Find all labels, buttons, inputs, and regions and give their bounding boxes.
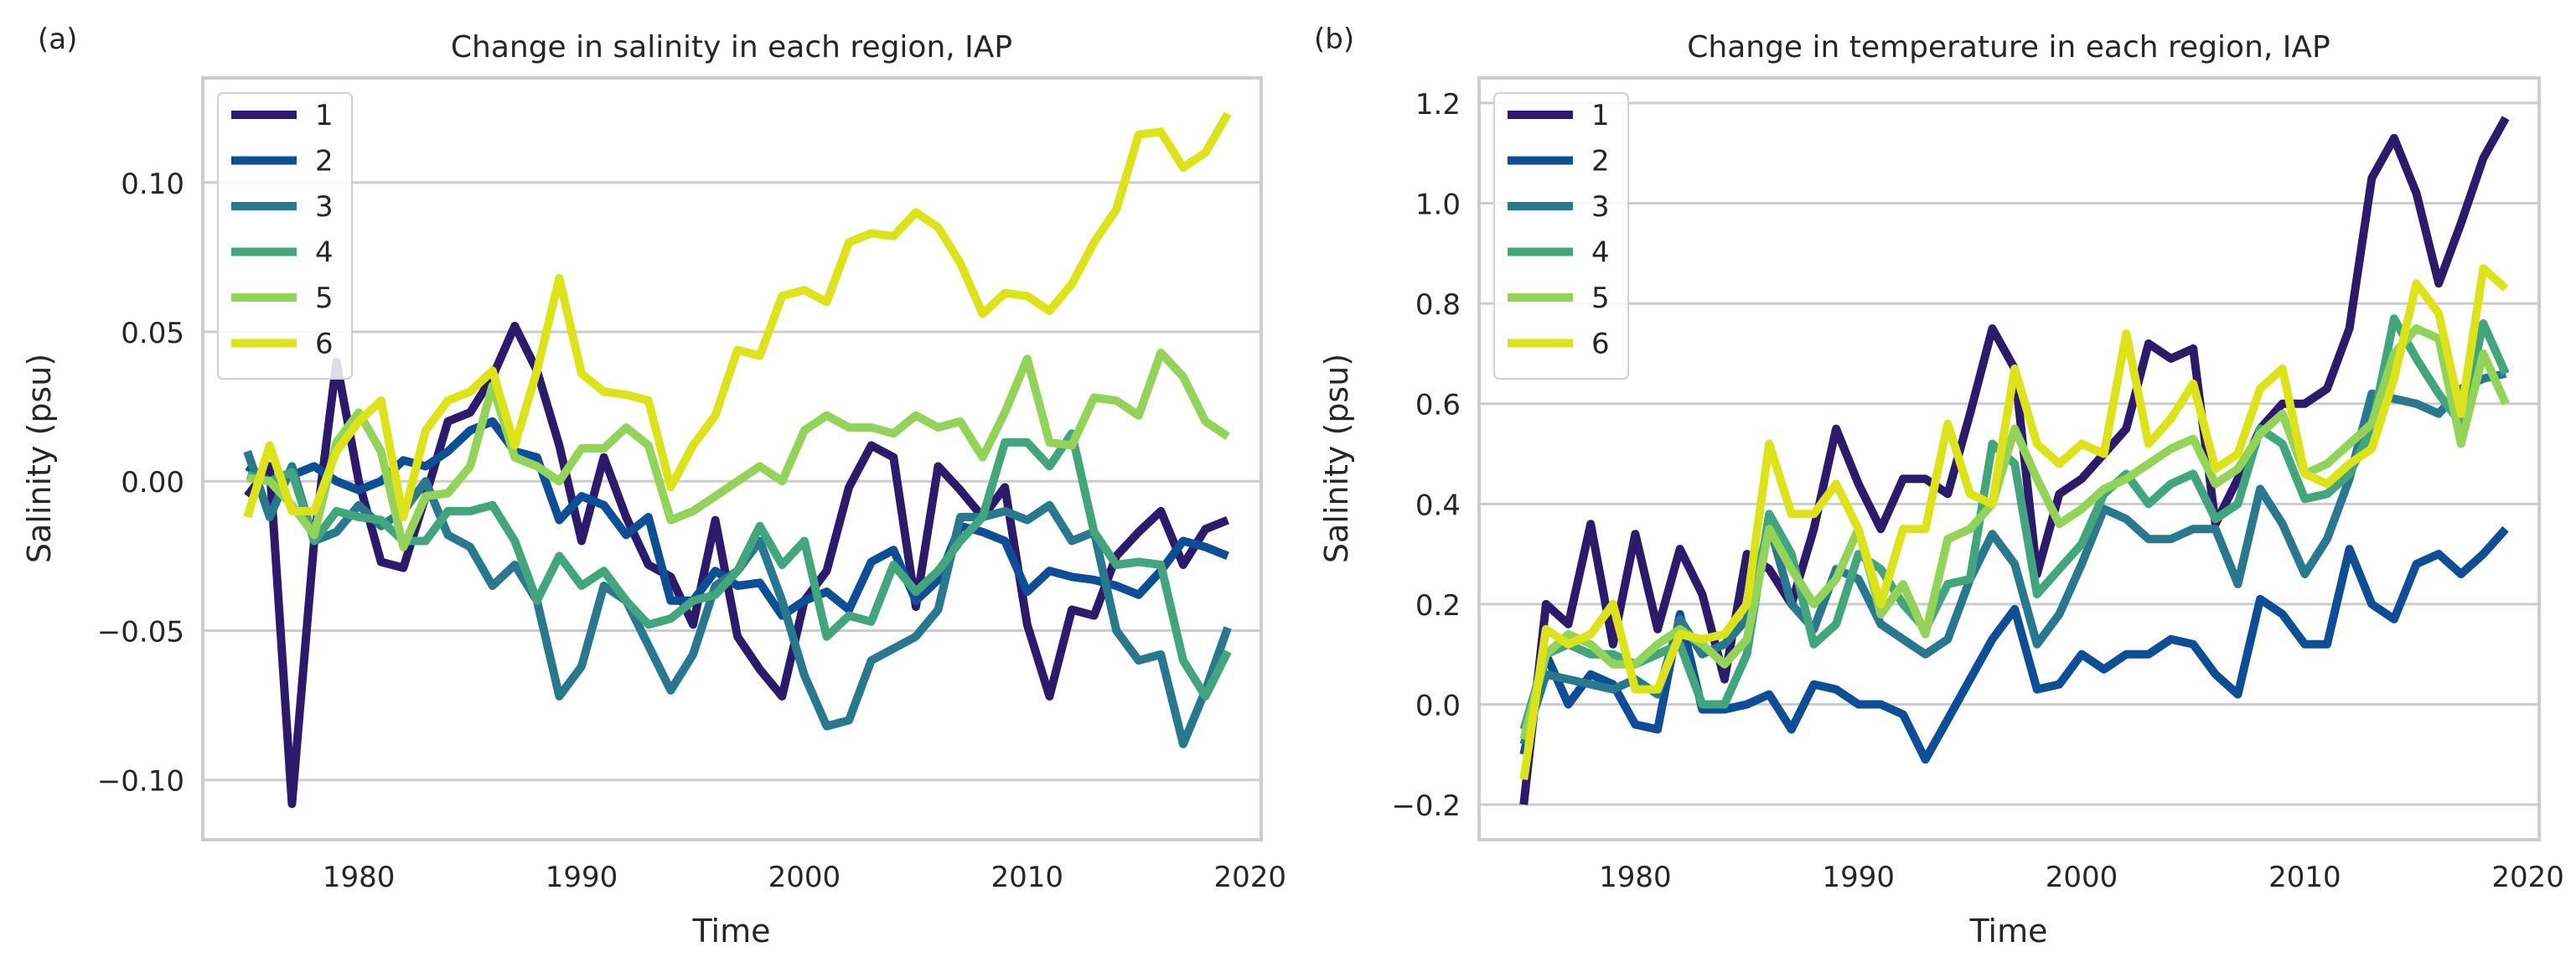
x-axis-label: Time <box>1969 913 2048 950</box>
y-tick-label: −0.2 <box>1391 789 1461 823</box>
x-tick-label: 2000 <box>768 861 841 894</box>
legend: 1 2 3 4 5 6 <box>217 92 353 380</box>
chart-title-temperature: Change in temperature in each region, IA… <box>1687 30 2330 65</box>
series-line-2 <box>1519 525 2509 764</box>
panel-label-b: (b) <box>1314 23 1354 56</box>
x-tick-label: 2010 <box>2268 861 2341 894</box>
y-tick-label: 0.0 <box>1415 690 1461 723</box>
legend-label-4: 4 <box>1591 236 1610 270</box>
y-tick-label: 0.8 <box>1415 288 1461 322</box>
series-line-6 <box>243 111 1232 521</box>
y-tick-label: 0.2 <box>1415 589 1461 623</box>
y-tick-label: 0.00 <box>121 466 184 499</box>
x-tick-label: 1990 <box>1822 861 1895 894</box>
x-tick-label: 2020 <box>1213 861 1286 894</box>
tick-labels: −0.10 −0.05 0.00 0.05 0.10 1980 1990 2000 2010 20… <box>97 168 1286 894</box>
legend-label-4: 4 <box>315 236 334 270</box>
legend-label-5: 5 <box>1591 282 1610 315</box>
series-line-2 <box>245 417 1229 620</box>
y-tick-label: 0.4 <box>1415 489 1461 522</box>
legend-label-1: 1 <box>1591 99 1610 132</box>
temperature-chart: (b) Change in temperature in each region… <box>1314 23 2564 950</box>
plot-frame <box>201 76 1263 841</box>
legend-label-3: 3 <box>1591 190 1610 224</box>
x-tick-label: 1980 <box>323 861 396 894</box>
grid-lines <box>1479 101 2539 806</box>
plot-frame <box>1477 76 2541 841</box>
panel-label-a: (a) <box>38 23 77 56</box>
series-lines <box>1519 116 2510 805</box>
legend: 1 2 3 4 5 6 <box>1493 92 1629 380</box>
y-axis-label: Salinity (psu) <box>1318 354 1355 563</box>
legend-label-6: 6 <box>315 328 334 361</box>
y-tick-label: −0.05 <box>97 615 184 649</box>
y-tick-label: 1.0 <box>1415 189 1461 222</box>
series-line-5 <box>246 349 1230 551</box>
salinity-chart: (a) Change in salinity in each region, I… <box>21 23 1286 950</box>
series-line-4 <box>1519 314 2510 731</box>
y-tick-label: 0.6 <box>1415 389 1461 422</box>
legend-label-1: 1 <box>315 99 334 132</box>
legend-label-2: 2 <box>315 145 334 179</box>
y-tick-label: −0.10 <box>97 765 184 799</box>
y-tick-label: 1.2 <box>1415 88 1461 122</box>
y-tick-label: 0.05 <box>121 317 184 350</box>
x-tick-label: 1990 <box>546 861 618 894</box>
legend-label-5: 5 <box>315 282 334 315</box>
legend-label-2: 2 <box>1591 145 1610 179</box>
chart-title-salinity: Change in salinity in each region, IAP <box>451 30 1012 65</box>
legend-label-3: 3 <box>315 190 334 224</box>
y-axis-label: Salinity (psu) <box>21 354 58 563</box>
x-axis-label: Time <box>692 913 771 950</box>
tick-labels: −0.2 0.0 0.2 0.4 0.6 0.8 1.0 1.2 1980 1990 2000 201… <box>1391 88 2564 894</box>
x-tick-label: 2020 <box>2491 861 2564 894</box>
x-tick-label: 1980 <box>1599 861 1672 894</box>
legend-label-6: 6 <box>1591 328 1610 361</box>
x-tick-label: 2010 <box>991 861 1064 894</box>
series-lines <box>243 111 1232 809</box>
x-tick-label: 2000 <box>2046 861 2118 894</box>
series-line-6 <box>1519 264 2509 780</box>
y-tick-label: 0.10 <box>121 168 184 201</box>
